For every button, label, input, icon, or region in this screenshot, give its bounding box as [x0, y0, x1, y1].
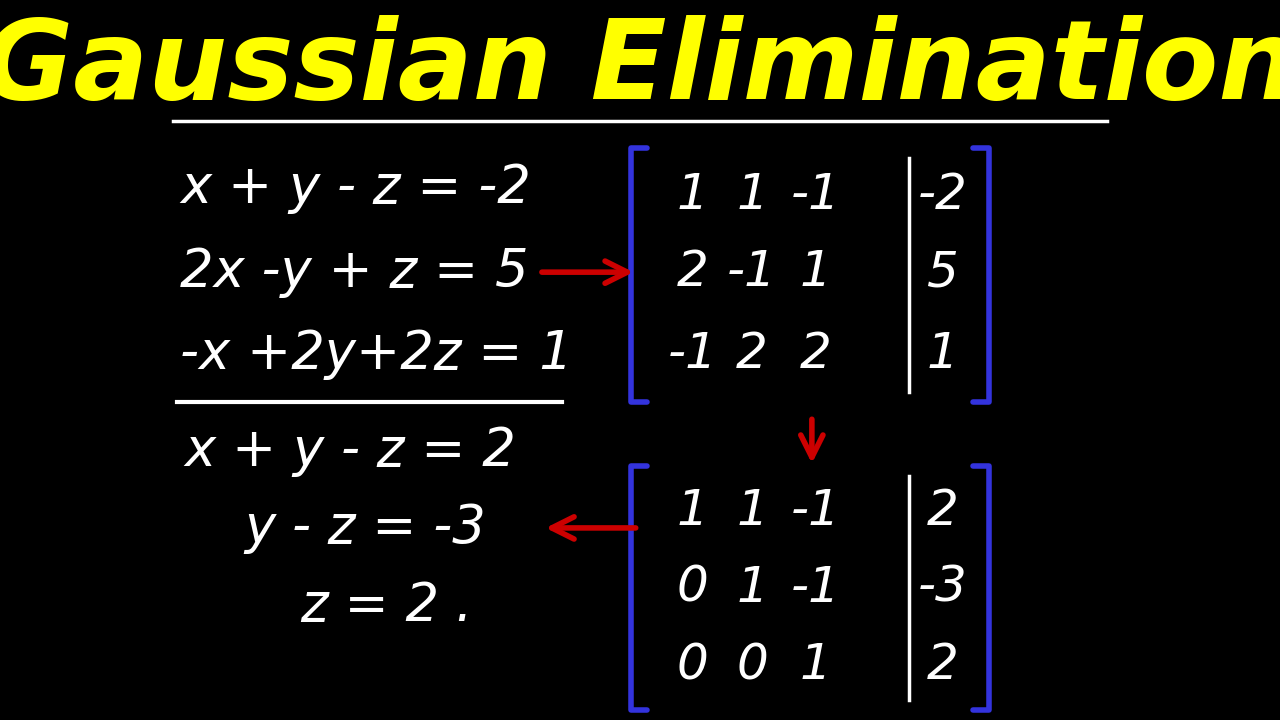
Text: 2: 2: [927, 487, 959, 535]
Text: 1: 1: [927, 330, 959, 378]
Text: 1: 1: [736, 564, 768, 611]
Text: 2: 2: [736, 330, 768, 378]
Text: 2: 2: [800, 330, 832, 378]
Text: 2: 2: [927, 642, 959, 689]
Text: -1: -1: [727, 248, 777, 296]
Text: -1: -1: [791, 171, 841, 219]
Text: 2x -y + z = 5: 2x -y + z = 5: [180, 246, 529, 298]
Text: 0: 0: [736, 642, 768, 689]
Text: -x +2y+2z = 1: -x +2y+2z = 1: [180, 328, 573, 379]
Text: -2: -2: [918, 171, 968, 219]
Text: 1: 1: [800, 642, 832, 689]
Text: -1: -1: [791, 487, 841, 535]
Text: 0: 0: [676, 642, 708, 689]
Text: y - z = -3: y - z = -3: [244, 502, 485, 554]
Text: 1: 1: [676, 487, 708, 535]
Text: -1: -1: [667, 330, 717, 378]
Text: 1: 1: [800, 248, 832, 296]
Text: 1: 1: [676, 171, 708, 219]
Text: Gaussian Elimination: Gaussian Elimination: [0, 14, 1280, 122]
Text: x + y - z = -2: x + y - z = -2: [180, 161, 531, 214]
Text: -1: -1: [791, 564, 841, 611]
Text: 5: 5: [927, 248, 959, 296]
Text: 1: 1: [736, 487, 768, 535]
Text: 2: 2: [676, 248, 708, 296]
Text: x + y - z = 2: x + y - z = 2: [184, 426, 516, 477]
Text: z = 2 .: z = 2 .: [300, 580, 472, 631]
Text: 1: 1: [736, 171, 768, 219]
Text: 0: 0: [676, 564, 708, 611]
Text: -3: -3: [918, 564, 968, 611]
